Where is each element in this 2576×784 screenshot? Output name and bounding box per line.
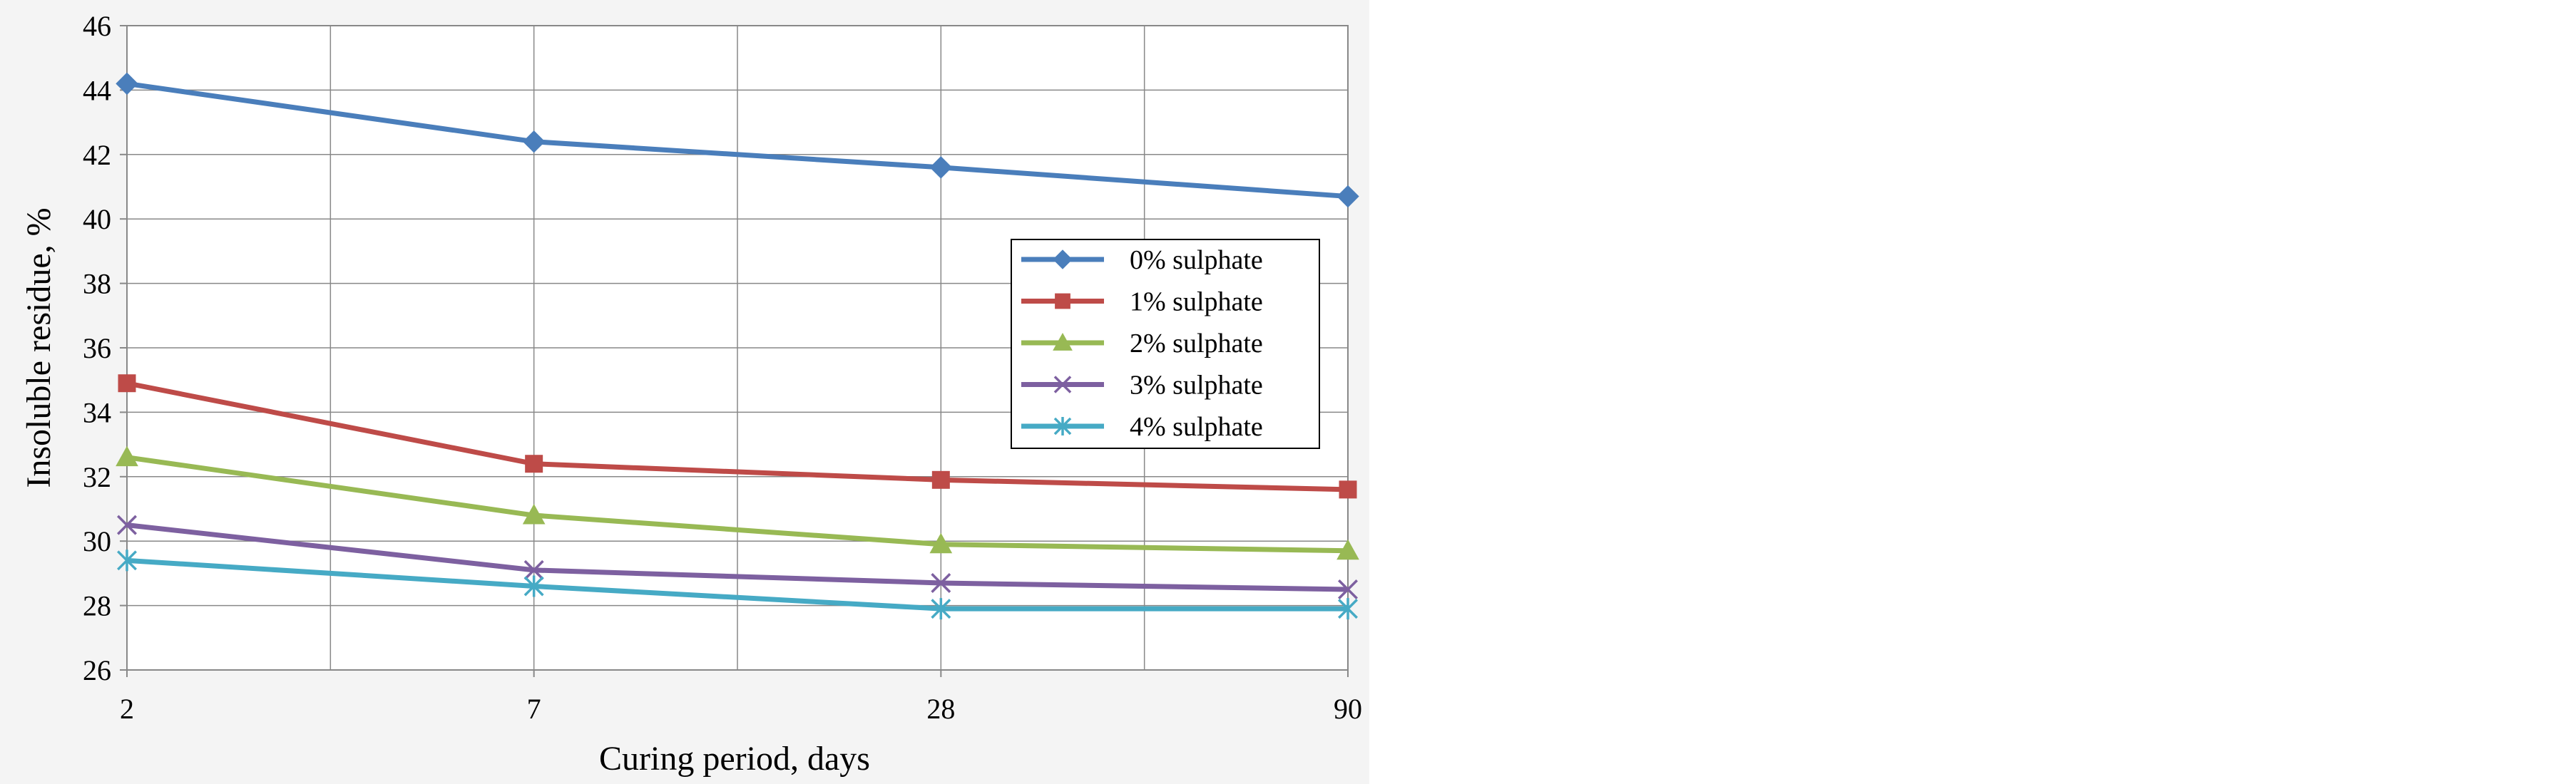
x-tick-label: 90 bbox=[1334, 693, 1362, 725]
x-marker-stroke bbox=[1338, 579, 1358, 599]
series-line bbox=[126, 522, 1349, 592]
legend-label: 1% sulphate bbox=[1130, 287, 1263, 317]
series-0-sulphate bbox=[116, 72, 1359, 208]
series-4-sulphate bbox=[117, 550, 1358, 620]
x-marker-stroke bbox=[1053, 376, 1072, 393]
asterisk-marker bbox=[1338, 598, 1358, 620]
series-3-sulphate bbox=[117, 515, 1358, 599]
x-marker bbox=[1338, 579, 1358, 599]
asterisk-marker bbox=[117, 550, 137, 572]
square-marker bbox=[1339, 480, 1357, 499]
y-tick-label: 30 bbox=[83, 525, 111, 557]
legend-item: 1% sulphate bbox=[1021, 287, 1263, 317]
y-tick-label: 44 bbox=[83, 74, 111, 106]
line-chart: 26 28 30 32 34 36 38 40 42 44 46 2 7 28 90 Curing per… bbox=[20, 10, 1362, 778]
asterisk-marker bbox=[523, 575, 544, 597]
series-2-sulphate bbox=[116, 445, 1359, 560]
diamond-marker bbox=[522, 130, 546, 153]
x-marker bbox=[523, 559, 544, 580]
legend-label: 2% sulphate bbox=[1130, 329, 1263, 359]
diamond-marker bbox=[116, 72, 138, 96]
x-marker bbox=[117, 515, 137, 535]
legend-item: 3% sulphate bbox=[1021, 371, 1263, 401]
y-tick-label: 28 bbox=[83, 590, 111, 622]
y-axis: 26 28 30 32 34 36 38 40 42 44 46 bbox=[83, 10, 127, 686]
legend-item: 4% sulphate bbox=[1021, 412, 1263, 442]
y-tick-label: 46 bbox=[83, 10, 111, 42]
y-tick-label: 40 bbox=[83, 203, 111, 235]
x-tick-label: 28 bbox=[926, 693, 955, 725]
y-tick-label: 26 bbox=[83, 654, 111, 686]
y-tick-label: 38 bbox=[83, 268, 111, 300]
y-tick-label: 34 bbox=[83, 396, 111, 428]
diamond-marker bbox=[929, 156, 953, 179]
triangle-marker bbox=[116, 445, 138, 467]
x-axis-title: Curing period, days bbox=[599, 740, 870, 778]
y-tick-label: 36 bbox=[83, 332, 111, 364]
legend-label: 4% sulphate bbox=[1130, 412, 1263, 442]
x-marker bbox=[1053, 376, 1072, 393]
series-line bbox=[126, 381, 1349, 492]
x-marker-stroke bbox=[931, 572, 951, 593]
legend-item: 2% sulphate bbox=[1021, 329, 1263, 359]
asterisk-marker bbox=[1053, 417, 1072, 435]
gridlines bbox=[127, 26, 1348, 670]
y-tick-label: 42 bbox=[83, 139, 111, 171]
y-tick-label: 32 bbox=[83, 461, 111, 493]
asterisk-marker bbox=[931, 598, 951, 620]
legend: 0% sulphate 1% sulphate 2% sulphate 3% sulp… bbox=[1011, 239, 1320, 449]
square-marker bbox=[931, 470, 950, 489]
series-line bbox=[126, 455, 1349, 554]
diamond-marker bbox=[1336, 185, 1359, 208]
x-marker-stroke bbox=[523, 559, 544, 580]
triangle-marker bbox=[929, 532, 953, 554]
chart-area: 26 28 30 32 34 36 38 40 42 44 46 2 7 28 90 Curing per… bbox=[0, 0, 1369, 784]
triangle-marker bbox=[522, 504, 546, 525]
y-axis-title: Insoluble residue, % bbox=[20, 207, 58, 488]
series-1-sulphate bbox=[118, 374, 1357, 499]
x-tick-label: 2 bbox=[120, 693, 134, 725]
series-line bbox=[126, 81, 1349, 200]
series bbox=[116, 72, 1359, 620]
x-tick-label: 7 bbox=[527, 693, 541, 725]
x-axis: 2 7 28 90 bbox=[120, 670, 1362, 725]
legend-item: 0% sulphate bbox=[1021, 245, 1263, 275]
x-marker-stroke bbox=[117, 515, 137, 535]
x-marker bbox=[931, 572, 951, 593]
square-marker bbox=[118, 374, 136, 393]
square-marker bbox=[525, 455, 543, 473]
triangle-marker bbox=[1053, 332, 1073, 351]
diamond-marker bbox=[1053, 249, 1073, 269]
legend-label: 3% sulphate bbox=[1130, 371, 1263, 401]
legend-label: 0% sulphate bbox=[1130, 245, 1263, 275]
square-marker bbox=[1055, 293, 1070, 309]
triangle-marker bbox=[1336, 539, 1359, 560]
series-line bbox=[126, 557, 1348, 612]
